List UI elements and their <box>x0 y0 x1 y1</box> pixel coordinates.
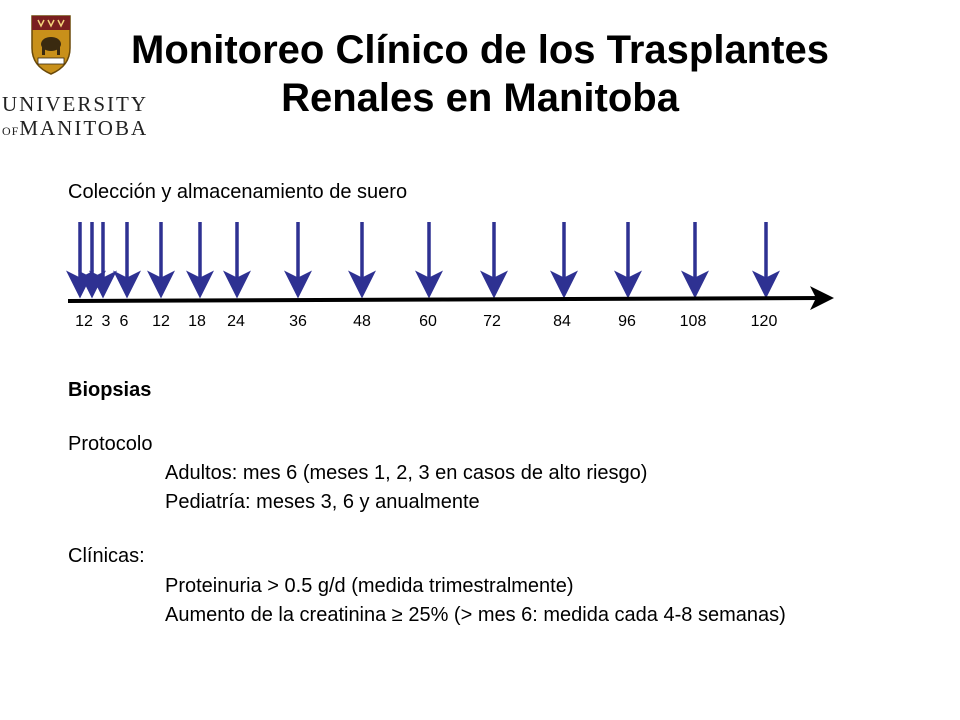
logo-of: OF <box>2 124 20 138</box>
month-label: 12 <box>75 313 93 330</box>
timeline-graphic: 12 3 6 12 18 24 36 48 60 72 84 96 108 120 <box>66 222 834 330</box>
clinicas-label: Clínicas: <box>68 545 145 567</box>
month-label: 120 <box>751 313 778 330</box>
serum-heading: Colección y almacenamiento de suero <box>68 181 408 203</box>
page-title: Monitoreo Clínico de los Trasplantes Ren… <box>100 26 860 122</box>
month-label: 6 <box>120 313 129 330</box>
month-label: 108 <box>680 313 707 330</box>
logo-line-university: UNIVERSITY <box>2 92 148 116</box>
proteinuria-text: Proteinuria > 0.5 g/d (medida trimestral… <box>165 575 574 597</box>
title-line-2: Renales en Manitoba <box>281 76 679 120</box>
creatinina-text: Aumento de la creatinina ≥ 25% (> mes 6:… <box>165 604 786 626</box>
adultos-text: Adultos: mes 6 (meses 1, 2, 3 en casos d… <box>165 462 648 484</box>
crest-icon <box>31 15 71 75</box>
time-axis <box>67 286 834 311</box>
pediatria-text: Pediatría: meses 3, 6 y anualmente <box>165 491 480 513</box>
month-labels: 12 3 6 12 18 24 36 48 60 72 84 96 108 120 <box>75 313 777 330</box>
sample-arrows <box>66 222 780 299</box>
month-label: 48 <box>353 313 371 330</box>
month-label: 12 <box>152 313 170 330</box>
month-label: 72 <box>483 313 501 330</box>
month-label: 24 <box>227 313 245 330</box>
logo-line-manitoba: OFMANITOBA <box>2 116 148 141</box>
biopsias-heading: Biopsias <box>68 379 152 401</box>
protocolo-label: Protocolo <box>68 433 153 455</box>
month-label: 3 <box>102 313 111 330</box>
month-label: 60 <box>419 313 437 330</box>
university-logo: UNIVERSITY OFMANITOBA <box>0 14 146 140</box>
title-line-1: Monitoreo Clínico de los Trasplantes <box>131 28 829 72</box>
month-label: 18 <box>188 313 206 330</box>
month-label: 36 <box>289 313 307 330</box>
logo-manitoba: MANITOBA <box>19 116 149 140</box>
month-label: 96 <box>618 313 636 330</box>
month-label: 84 <box>553 313 571 330</box>
